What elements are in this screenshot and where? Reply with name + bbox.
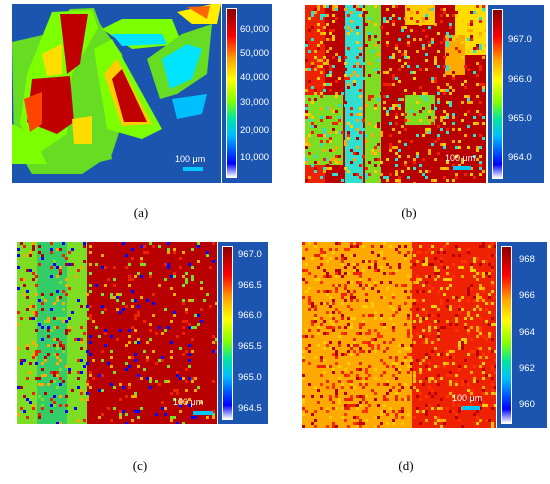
- tick-label-b: 967.0: [508, 34, 532, 45]
- colorbar-c: 967.0 966.5 966.0 965.5 965.0 964.5: [218, 242, 268, 424]
- caption-b: (b): [401, 205, 417, 220]
- tick-label-b: 966.0: [508, 74, 532, 85]
- scale-label-c: 100 μm: [173, 397, 204, 407]
- scale-label-d: 100 μm: [452, 393, 483, 403]
- tick-label-c: 967.0: [238, 249, 262, 260]
- tick-label-a: 40,000: [240, 72, 270, 83]
- tick-label-c: 965.5: [238, 341, 262, 352]
- colorbar-a: 60,000 50,000 40,000 30,000 20,000 10,00…: [222, 4, 272, 183]
- map-image-a: 100 μm: [12, 4, 221, 183]
- colorbar-gradient-a: [226, 8, 237, 178]
- tick-label-b: 965.0: [508, 113, 532, 124]
- scale-bar-b: [453, 166, 471, 170]
- caption-c: (c): [132, 458, 148, 473]
- map-image-c: 100 μm: [17, 242, 217, 424]
- scale-label-a: 100 μm: [175, 154, 206, 164]
- tick-label-a: 60,000: [240, 24, 270, 35]
- tick-label-a: 10,000: [240, 152, 270, 163]
- map-image-b: 100 μm: [305, 5, 486, 183]
- tick-label-a: 30,000: [240, 97, 270, 108]
- caption-d: (d): [398, 458, 414, 473]
- scale-bar-d: [462, 406, 480, 410]
- tick-label-d: 968: [519, 254, 535, 265]
- tick-label-c: 965.0: [238, 372, 262, 383]
- tick-label-c: 964.5: [238, 403, 262, 414]
- tick-label-c: 966.5: [238, 280, 262, 291]
- tick-label-b: 964.0: [508, 152, 532, 163]
- tick-label-d: 964: [519, 327, 535, 338]
- colorbar-b: 967.0 966.0 965.0 964.0: [488, 5, 544, 183]
- colorbar-gradient-b: [492, 9, 503, 179]
- scale-bar-c: [193, 411, 213, 415]
- scale-bar-a: [183, 167, 203, 171]
- caption-a: (a): [133, 205, 149, 220]
- map-image-d: 100 μm: [302, 242, 496, 428]
- tick-label-a: 20,000: [240, 125, 270, 136]
- tick-label-d: 962: [519, 363, 535, 374]
- colorbar-gradient-c: [222, 246, 233, 420]
- tick-label-c: 966.0: [238, 310, 262, 321]
- scale-label-b: 100 μm: [445, 153, 476, 163]
- colorbar-gradient-d: [501, 246, 512, 424]
- colorbar-d: 968 966 964 962 960: [497, 242, 547, 428]
- tick-label-d: 960: [519, 399, 535, 410]
- tick-label-d: 966: [519, 290, 535, 301]
- tick-label-a: 50,000: [240, 48, 270, 59]
